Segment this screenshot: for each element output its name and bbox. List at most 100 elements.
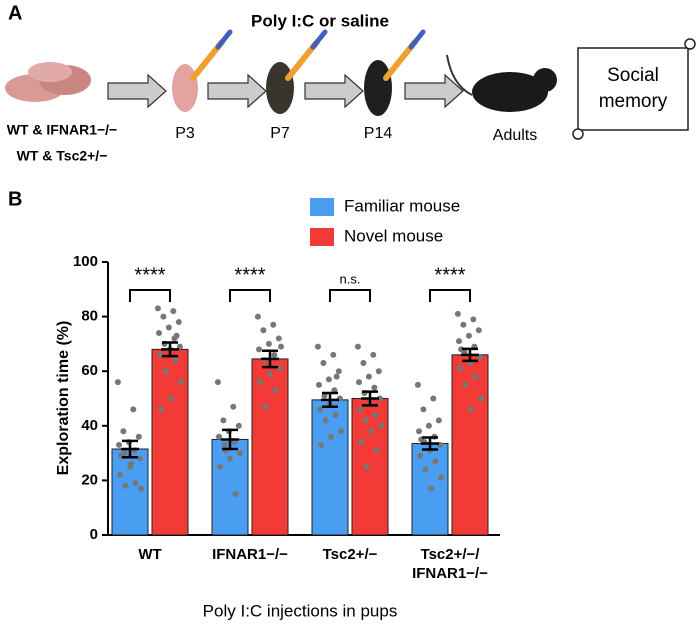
data-point — [178, 379, 184, 386]
legend-swatch — [310, 198, 334, 216]
data-point — [168, 395, 175, 402]
data-point — [370, 351, 377, 358]
data-point — [375, 368, 382, 375]
data-point — [317, 406, 324, 413]
data-point — [368, 428, 375, 435]
bar — [311, 399, 349, 536]
data-point — [257, 379, 264, 386]
data-point — [373, 447, 380, 454]
data-point — [422, 466, 429, 473]
data-point — [214, 379, 221, 386]
error-bar — [121, 439, 139, 459]
data-point — [236, 450, 243, 457]
data-point — [254, 313, 261, 320]
data-point — [456, 338, 462, 345]
panel-label: B — [8, 188, 22, 210]
data-point — [256, 346, 262, 353]
data-point — [460, 321, 467, 328]
data-point — [428, 485, 435, 492]
data-point — [432, 458, 439, 465]
data-point — [165, 324, 172, 331]
data-point — [470, 316, 477, 323]
data-point — [162, 368, 169, 375]
x-axis-label: Poly I:C injections in pups — [203, 601, 398, 620]
data-point — [472, 373, 479, 380]
bar — [251, 358, 289, 536]
data-point — [333, 373, 340, 380]
significance-bracket — [129, 289, 171, 302]
data-point — [158, 406, 165, 413]
data-point — [430, 395, 437, 402]
data-point — [270, 321, 277, 328]
data-point — [468, 406, 475, 413]
y-tick-label: 80 — [81, 308, 98, 325]
data-point — [465, 332, 472, 339]
data-point — [358, 439, 365, 446]
x-tick-label: Tsc2+/− — [322, 546, 378, 563]
data-point — [435, 417, 442, 424]
data-point — [154, 305, 161, 312]
significance-label: **** — [434, 264, 465, 286]
data-point — [414, 381, 421, 388]
data-point — [275, 335, 282, 342]
data-point — [420, 406, 427, 413]
bar — [351, 398, 389, 536]
stage: P7 — [270, 125, 290, 142]
data-point — [457, 365, 464, 372]
data-point — [116, 441, 122, 448]
data-point — [132, 480, 139, 487]
data-point — [314, 343, 321, 350]
significance-bracket — [329, 289, 371, 302]
data-point — [230, 403, 237, 410]
data-point — [478, 395, 484, 402]
data-point — [416, 428, 422, 435]
error-bar — [161, 341, 179, 358]
data-point — [262, 403, 269, 410]
data-point — [128, 461, 135, 468]
data-point — [438, 474, 444, 481]
data-point — [330, 351, 337, 358]
data-point — [217, 463, 224, 470]
data-point — [316, 381, 322, 388]
bar — [451, 354, 489, 536]
data-point — [328, 433, 335, 440]
data-point — [260, 327, 267, 334]
significance-label: **** — [234, 264, 265, 286]
scroll — [572, 38, 696, 140]
data-point — [265, 340, 272, 347]
genotype: WT & Tsc2+/− — [17, 148, 108, 164]
panel-label: A — [8, 2, 22, 24]
data-point — [136, 455, 143, 462]
significance-label: n.s. — [340, 271, 361, 286]
data-point — [371, 384, 378, 391]
stage: P3 — [175, 125, 195, 142]
legend-swatch — [310, 228, 334, 246]
data-point — [332, 411, 339, 418]
data-point — [135, 433, 142, 440]
y-axis-label: Exploration time (%) — [55, 321, 72, 476]
error-bar — [421, 436, 439, 451]
x-tick-label: Tsc2+/−/ IFNAR1−/− — [412, 546, 488, 582]
data-point — [417, 452, 424, 459]
genotype: WT & IFNAR1−/− — [7, 122, 117, 138]
data-point — [267, 370, 273, 377]
data-point — [454, 310, 461, 317]
data-point — [170, 308, 177, 315]
data-point — [130, 406, 137, 413]
data-point — [276, 365, 283, 372]
bar — [211, 438, 249, 536]
data-point — [354, 343, 361, 350]
data-point — [271, 351, 278, 358]
panel-title: Poly I:C or saline — [251, 11, 389, 30]
data-point — [173, 332, 180, 339]
data-point — [235, 422, 242, 429]
data-point — [462, 381, 469, 388]
data-point — [357, 406, 364, 413]
data-point — [363, 463, 370, 470]
data-point — [272, 387, 279, 394]
arrows — [107, 73, 464, 109]
data-point — [117, 471, 124, 478]
data-point — [160, 313, 167, 320]
data-point — [338, 428, 344, 435]
